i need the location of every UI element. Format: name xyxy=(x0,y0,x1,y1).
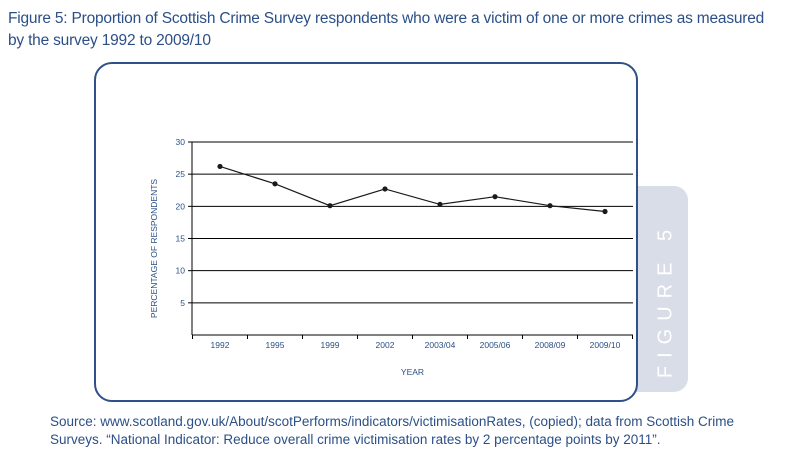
x-tick-label: 2003/04 xyxy=(425,340,456,350)
data-point xyxy=(602,208,608,215)
data-point xyxy=(327,203,333,209)
data-point xyxy=(547,203,553,209)
x-tick-label: 1995 xyxy=(266,340,285,350)
x-tick-label: 2005/06 xyxy=(480,340,511,350)
x-tick-label: 1992 xyxy=(211,340,230,350)
y-tick-label: 5 xyxy=(180,298,185,308)
data-point xyxy=(217,163,223,170)
y-axis-title: PERCENTAGE OF RESPONDENTS xyxy=(149,179,159,318)
x-tick-label: 2008/09 xyxy=(535,340,566,350)
series-line xyxy=(219,165,606,213)
y-tick-label: 15 xyxy=(176,234,186,244)
x-axis-title: YEAR xyxy=(401,367,424,377)
chart-frame xyxy=(94,62,638,402)
x-tick-label: 1999 xyxy=(321,340,340,350)
y-tick-label: 30 xyxy=(176,137,186,147)
x-tick-label: 2009/10 xyxy=(590,340,621,350)
x-tick-label: 2002 xyxy=(376,340,395,350)
data-point xyxy=(437,201,443,208)
y-tick-label: 20 xyxy=(176,201,186,211)
source-note: Source: www.scotland.gov.uk/About/scotPe… xyxy=(50,414,735,447)
data-point xyxy=(492,194,498,200)
data-point xyxy=(272,181,278,187)
data-point xyxy=(382,186,388,192)
y-tick-label: 25 xyxy=(176,169,186,179)
figure-title: Figure 5: Proportion of Scottish Crime S… xyxy=(8,10,765,49)
y-tick-label: 10 xyxy=(176,266,186,276)
